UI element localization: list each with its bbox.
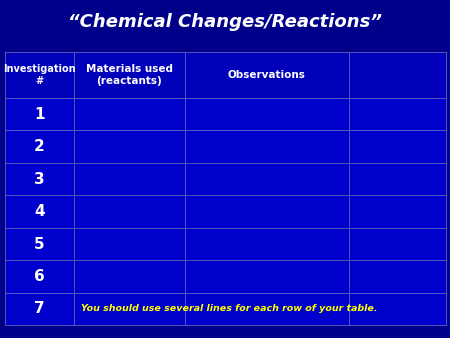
Bar: [4, 293, 446, 325]
Bar: [4, 163, 446, 195]
Text: “Chemical Changes/Reactions”: “Chemical Changes/Reactions”: [68, 13, 382, 31]
Text: You should use several lines for each row of your table.: You should use several lines for each ro…: [81, 305, 378, 313]
Bar: [4, 98, 446, 130]
Bar: [4, 228, 446, 260]
Text: 3: 3: [34, 172, 45, 187]
Text: Investigation
#: Investigation #: [3, 64, 76, 87]
Text: Materials used
(reactants): Materials used (reactants): [86, 64, 173, 87]
Bar: [4, 260, 446, 293]
Bar: [4, 130, 446, 163]
Bar: [4, 52, 446, 98]
Text: 7: 7: [34, 301, 45, 316]
Text: 4: 4: [34, 204, 45, 219]
Text: 6: 6: [34, 269, 45, 284]
Text: 5: 5: [34, 237, 45, 251]
Text: 2: 2: [34, 139, 45, 154]
Bar: [4, 195, 446, 228]
Text: 1: 1: [34, 107, 45, 122]
Text: Observations: Observations: [228, 70, 306, 80]
